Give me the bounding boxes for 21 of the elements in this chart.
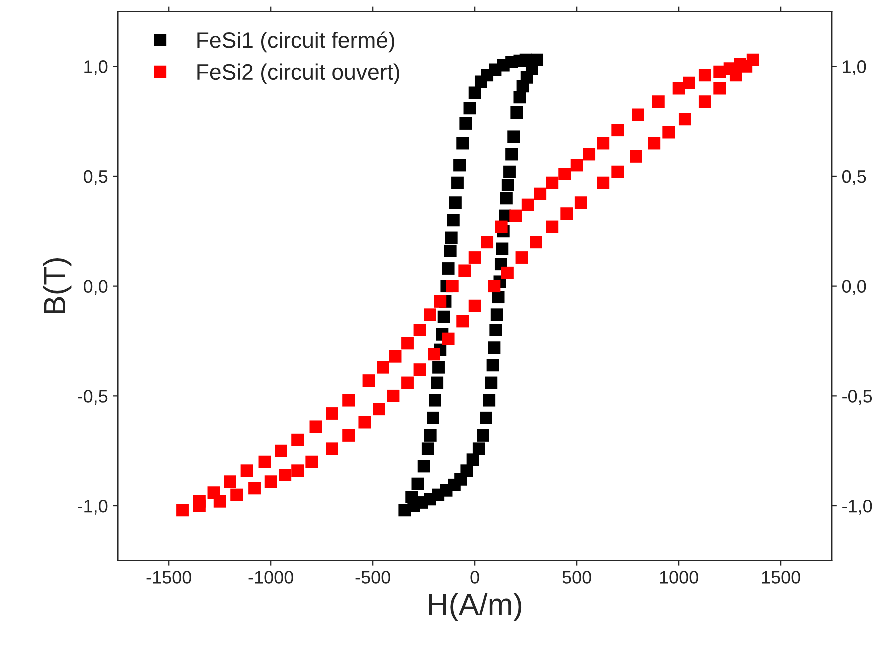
y2-tick-label: 1,0	[843, 60, 866, 76]
y-axis-title: B(T)	[43, 258, 72, 314]
y-tick-label: -1,0	[78, 500, 108, 515]
x-tick-label: 1500	[762, 571, 800, 584]
y2-tick-label: 0,0	[842, 280, 866, 296]
y2-tick-label: -1,0	[842, 500, 872, 515]
y2-tick-label: 0,5	[842, 170, 866, 186]
x-tick-label: -1500	[146, 571, 192, 584]
y2-tick-label: -0,5	[842, 390, 872, 406]
legend-label: FeSi2 (circuit ouvert)	[198, 64, 400, 84]
y-tick-label: 0,5	[84, 170, 108, 186]
x-axis-title: H(A/m)	[429, 593, 522, 622]
x-tick-label: 1000	[660, 571, 698, 584]
y-tick-label: 0,0	[84, 280, 108, 296]
x-tick-label: 500	[562, 571, 592, 584]
x-tick-label: -500	[356, 571, 390, 584]
x-tick-label: -1000	[248, 571, 294, 584]
y-tick-label: 1,0	[84, 60, 108, 76]
x-tick-label: 0	[470, 571, 480, 584]
legend-label: FeSi1 (circuit fermé)	[198, 32, 395, 53]
y-tick-label: -0,5	[78, 390, 108, 406]
